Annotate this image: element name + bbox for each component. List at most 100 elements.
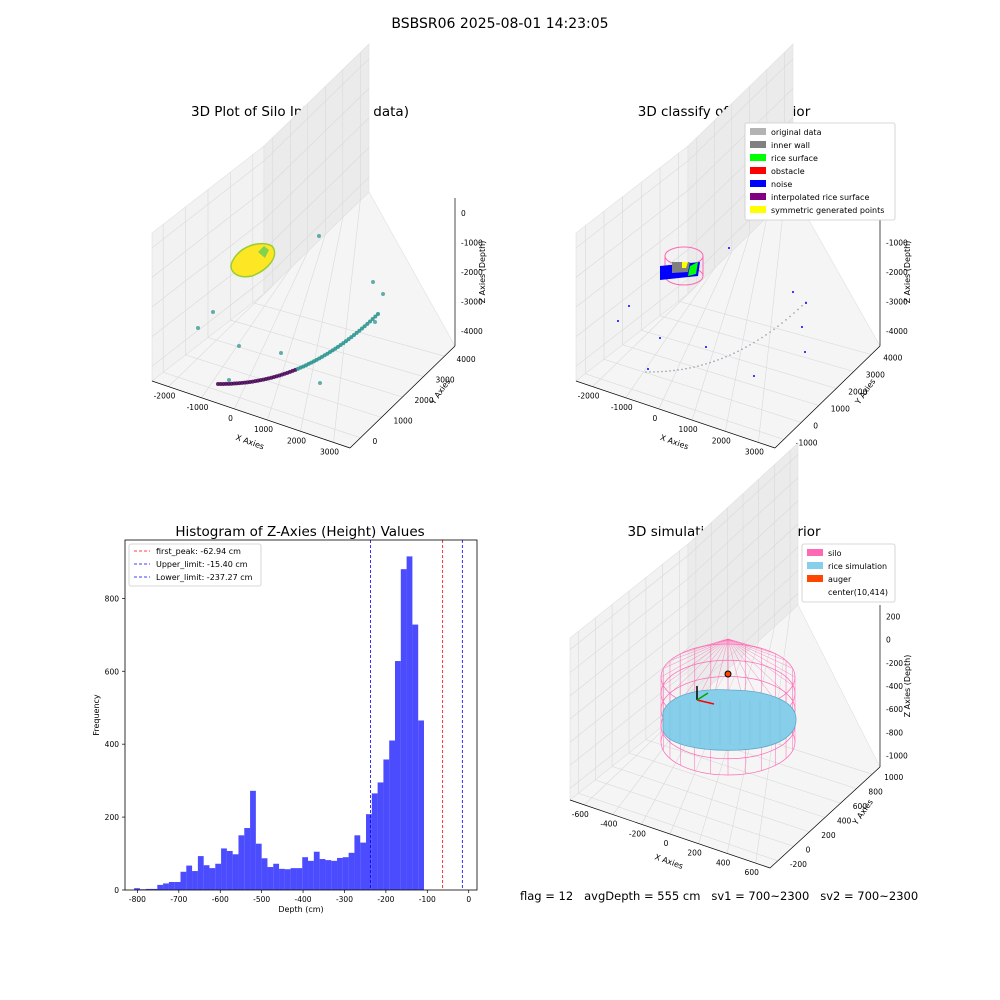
z-tick-label: -4000: [886, 327, 908, 336]
x-tick-label: -600: [572, 810, 589, 819]
rice-surface-points: [688, 262, 698, 276]
grid-line: [151, 58, 370, 249]
silo-roof-rib: [727, 638, 787, 661]
plot-frame: [124, 539, 478, 891]
x-axis-line: [569, 799, 771, 869]
silo-roof-rib: [727, 638, 787, 694]
silo-roof-rib: [694, 638, 729, 649]
data-point: [797, 308, 799, 311]
data-point: [227, 378, 231, 382]
histogram-bar: [232, 854, 239, 890]
y-tick-label: 200: [821, 831, 836, 840]
legend-entry: Upper_limit: -15.40 cm: [156, 560, 248, 569]
legend-swatch: [750, 193, 766, 200]
histogram-bar: [366, 814, 372, 890]
y-tick-label: 0: [813, 422, 818, 431]
x-tick-label: -1000: [187, 403, 209, 412]
y-tick-label: 4000: [883, 354, 902, 363]
x-axis-label: X Axies: [653, 852, 684, 871]
data-point: [354, 330, 359, 335]
data-point: [793, 312, 795, 314]
data-point: [681, 368, 683, 371]
histogram-bar: [203, 865, 210, 890]
histogram-bar: [226, 850, 233, 890]
data-point: [717, 359, 719, 361]
x-tick-label: 0: [228, 414, 233, 423]
x-tick-label: -500: [253, 895, 270, 904]
histogram-bar: [221, 848, 227, 890]
z-tick-label: -1000: [886, 238, 908, 247]
data-point: [357, 328, 362, 333]
noise-point: [659, 337, 661, 339]
noise-point: [792, 291, 794, 293]
grid-line: [569, 546, 799, 743]
silo-roof-rib: [727, 638, 793, 686]
data-point: [318, 381, 322, 385]
grid-line: [333, 52, 361, 443]
data-point: [661, 370, 663, 373]
z-tick-label: -200: [886, 659, 903, 668]
legend-entry: interpolated rice surface: [771, 193, 869, 202]
y-tick-label: 4000: [457, 355, 476, 364]
grid-line: [755, 450, 791, 864]
silo-roof-rib: [727, 638, 776, 654]
histogram-bar: [354, 835, 361, 890]
histogram-bar: [331, 860, 338, 890]
x-tick-label: 2000: [712, 436, 731, 445]
grid-line: [252, 154, 445, 357]
data-point: [665, 370, 667, 373]
histogram-bar: [180, 871, 187, 890]
data-point: [725, 355, 727, 358]
legend-entry: inner wall: [771, 141, 810, 150]
z-tick-label: 0: [461, 209, 466, 218]
y-tick-label: 0: [114, 886, 119, 895]
data-point: [669, 370, 671, 372]
histogram-bar: [337, 857, 343, 890]
noise-point: [801, 326, 803, 328]
chart4-legend: silo rice simulation auger center(10,414): [801, 543, 896, 603]
grid-line: [603, 211, 802, 423]
histogram-bar: [151, 888, 158, 890]
histogram-bar: [313, 851, 320, 890]
noise-point: [753, 375, 755, 377]
data-point: [777, 325, 779, 327]
grid-line: [611, 604, 810, 833]
histogram-bar: [348, 852, 355, 890]
silo-roof-rib: [727, 638, 776, 701]
grid-line: [207, 189, 403, 398]
x-tick-label: 0: [466, 895, 471, 904]
y-axis-line: [774, 345, 881, 449]
legend-entry: rice surface: [771, 154, 818, 163]
histogram-bar: [186, 865, 193, 890]
data-point: [757, 339, 759, 341]
y-tick-label: -1000: [796, 439, 818, 448]
histogram-bar: [412, 624, 419, 890]
legend-entry: Lower_limit: -237.27 cm: [156, 573, 253, 582]
y-axis-line: [769, 766, 881, 869]
y-tick-label: 800: [105, 594, 120, 603]
y-tick-label: 0: [373, 437, 378, 446]
histogram-bar: [163, 883, 169, 890]
x-tick-label: -1000: [611, 403, 633, 412]
data-point: [789, 315, 791, 318]
data-point: [371, 280, 375, 284]
data-point: [741, 348, 743, 351]
z-tick-label: -1000: [461, 238, 483, 247]
grid-line: [569, 477, 799, 673]
x-tick-label: -2000: [578, 392, 600, 401]
grid-line: [612, 522, 712, 815]
grid-line: [658, 103, 733, 410]
legend-swatch: [750, 128, 766, 135]
z-tick-label: 200: [886, 613, 901, 622]
grid-line: [584, 225, 784, 440]
histogram-bar: [371, 793, 378, 890]
noise-point: [647, 368, 649, 370]
histogram-bar: [267, 867, 274, 890]
legend-swatch: [807, 562, 823, 569]
legend-entry: symmetric generated points: [771, 206, 884, 215]
data-point: [370, 317, 375, 322]
data-point: [745, 346, 747, 348]
y-tick-label: 600: [105, 667, 120, 676]
data-point: [765, 334, 767, 336]
symmetric-points: [682, 262, 688, 268]
